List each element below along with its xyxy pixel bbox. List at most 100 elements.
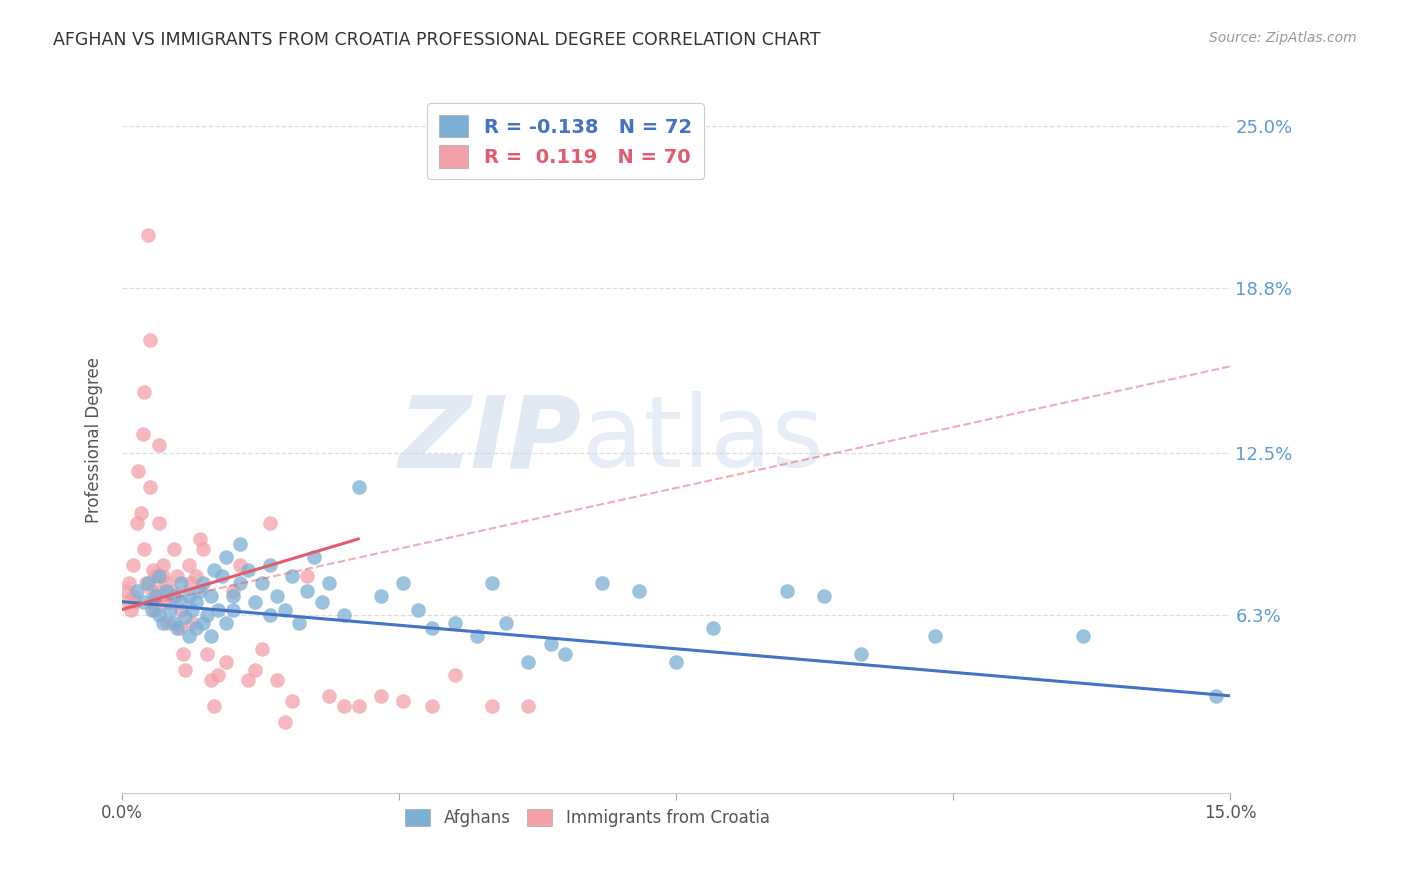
Point [288, 615, 311, 630]
Point [311, 595, 333, 609]
Point [540, 636, 562, 650]
Point [193, 542, 215, 557]
Point [495, 615, 517, 630]
Point [200, 590, 222, 604]
Text: AFGHAN VS IMMIGRANTS FROM CROATIA PROFESSIONAL DEGREE CORRELATION CHART: AFGHAN VS IMMIGRANTS FROM CROATIA PROFES… [53, 31, 821, 49]
Point [170, 576, 193, 591]
Point [143, 590, 166, 604]
Point [169, 621, 191, 635]
Point [554, 647, 576, 661]
Point [273, 602, 295, 616]
Point [422, 621, 444, 635]
Point [170, 602, 193, 616]
Point [159, 595, 181, 609]
Point [181, 615, 204, 630]
Point [517, 699, 540, 714]
Point [295, 584, 318, 599]
Point [163, 590, 186, 604]
Point [177, 558, 200, 572]
Point [148, 568, 170, 582]
Point [114, 584, 136, 599]
Point [155, 576, 177, 591]
Point [141, 602, 163, 616]
Point [370, 689, 392, 703]
Point [163, 542, 186, 557]
Point [156, 615, 179, 630]
Point [392, 576, 415, 591]
Point [281, 694, 304, 708]
Point [332, 607, 354, 622]
Point [443, 668, 465, 682]
Point [236, 673, 259, 688]
Point [443, 615, 465, 630]
Point [118, 576, 141, 591]
Point [184, 621, 207, 635]
Point [139, 480, 162, 494]
Point [211, 568, 233, 582]
Point [302, 550, 325, 565]
Point [188, 532, 211, 546]
Point [318, 689, 340, 703]
Point [1205, 689, 1227, 703]
Point [200, 673, 222, 688]
Point [406, 602, 429, 616]
Point [142, 595, 165, 609]
Point [252, 576, 274, 591]
Point [159, 602, 181, 616]
Point [173, 663, 195, 677]
Point [170, 595, 193, 609]
Point [188, 584, 211, 599]
Y-axis label: Professional Degree: Professional Degree [86, 357, 103, 523]
Point [134, 542, 156, 557]
Point [252, 641, 274, 656]
Point [162, 584, 184, 599]
Point [193, 615, 215, 630]
Point [259, 607, 281, 622]
Point [591, 576, 613, 591]
Point [166, 568, 188, 582]
Point [165, 590, 187, 604]
Point [243, 595, 266, 609]
Legend: Afghans, Immigrants from Croatia: Afghans, Immigrants from Croatia [399, 802, 776, 834]
Point [347, 480, 370, 494]
Point [259, 558, 281, 572]
Point [152, 558, 174, 572]
Point [222, 590, 245, 604]
Point [214, 655, 236, 669]
Point [295, 568, 318, 582]
Point [122, 590, 145, 604]
Point [222, 602, 245, 616]
Point [136, 576, 159, 591]
Point [163, 615, 186, 630]
Point [172, 647, 194, 661]
Point [155, 584, 177, 599]
Point [332, 699, 354, 714]
Text: atlas: atlas [582, 391, 824, 488]
Point [273, 714, 295, 729]
Point [214, 615, 236, 630]
Text: Source: ZipAtlas.com: Source: ZipAtlas.com [1209, 31, 1357, 45]
Point [465, 629, 488, 643]
Point [1071, 629, 1094, 643]
Point [122, 558, 145, 572]
Point [141, 584, 163, 599]
Point [924, 629, 946, 643]
Point [152, 568, 174, 582]
Point [200, 629, 222, 643]
Point [173, 610, 195, 624]
Point [370, 590, 392, 604]
Point [229, 537, 252, 551]
Point [222, 584, 245, 599]
Point [193, 576, 215, 591]
Point [184, 568, 207, 582]
Point [132, 427, 155, 442]
Point [195, 647, 218, 661]
Point [136, 228, 159, 243]
Point [481, 576, 503, 591]
Point [229, 576, 252, 591]
Point [148, 516, 170, 531]
Point [120, 602, 142, 616]
Point [347, 699, 370, 714]
Point [481, 699, 503, 714]
Point [166, 621, 188, 635]
